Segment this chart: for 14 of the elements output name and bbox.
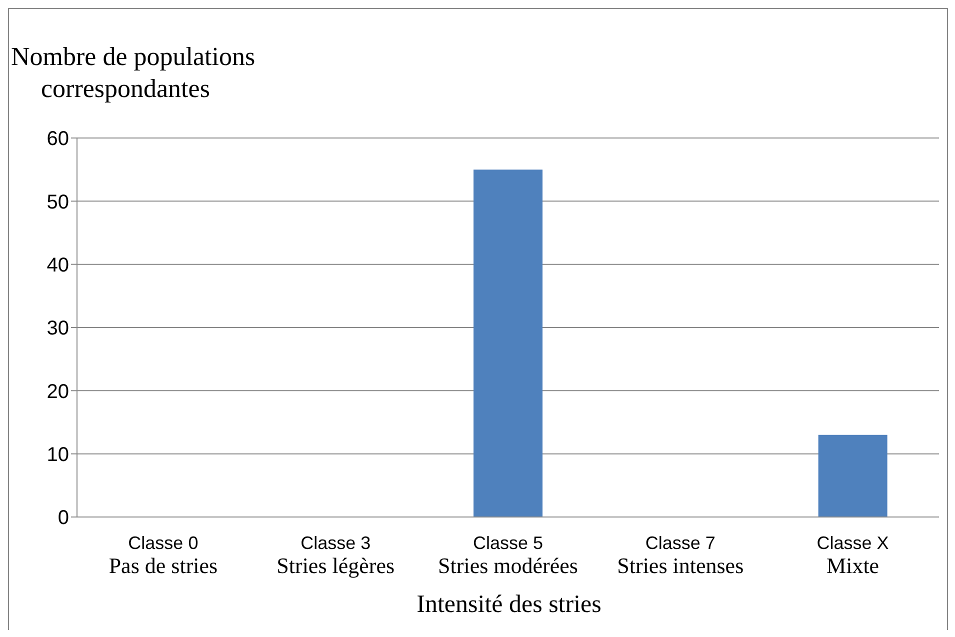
y-tick-label: 40 — [46, 254, 69, 276]
x-tick-label: Classe X Mixte — [816, 533, 889, 578]
y-tick-label: 20 — [46, 380, 69, 403]
y-tick-label: 60 — [46, 128, 69, 150]
y-tick-label: 50 — [46, 191, 69, 214]
y-tick-label: 10 — [46, 444, 69, 466]
x-tick-label: Classe 5 Stries modérées — [438, 533, 578, 578]
y-axis-title: Nombre de populations correspondantes — [11, 41, 256, 105]
y-tick-label: 30 — [46, 318, 69, 340]
x-tick-label: Classe 0 Pas de stries — [108, 533, 218, 578]
y-tick-label: 0 — [58, 507, 69, 530]
x-tick-label: Classe 3 Stries légères — [276, 533, 395, 578]
x-axis-title: Intensité des stries — [416, 591, 602, 619]
x-tick-label: Classe 7 Stries intenses — [617, 533, 744, 578]
